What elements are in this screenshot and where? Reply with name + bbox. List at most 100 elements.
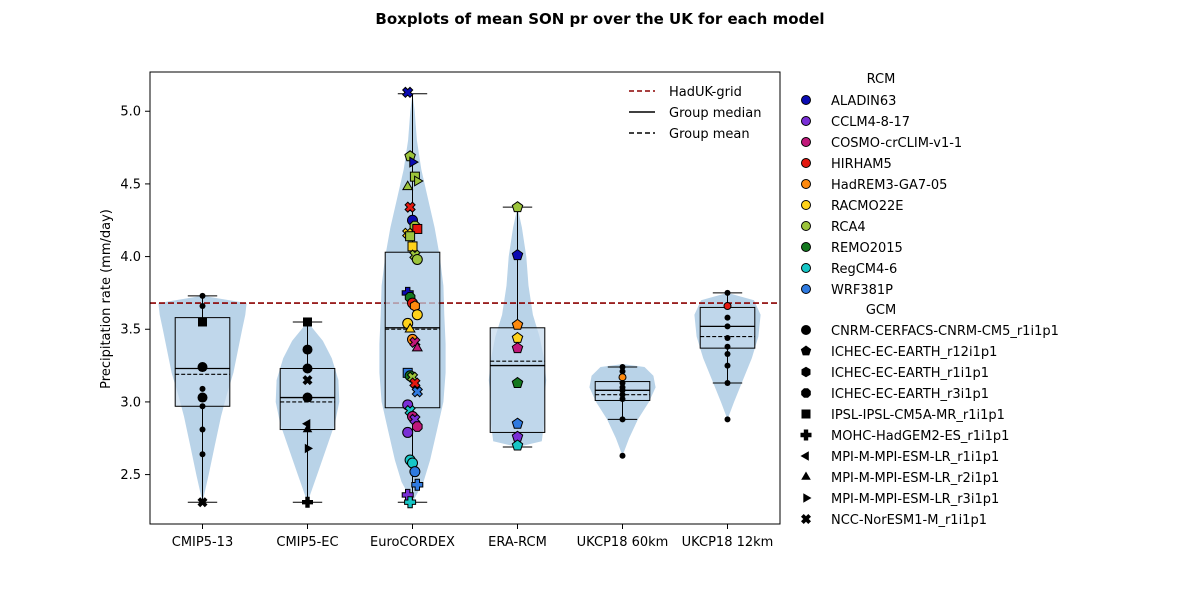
data-point xyxy=(197,362,208,373)
data-point xyxy=(724,350,731,357)
data-point xyxy=(402,180,414,191)
gcm-legend-marker xyxy=(801,409,811,419)
rcm-legend-label: CCLM4-8-17 xyxy=(831,115,910,130)
rcm-legend-marker xyxy=(801,158,811,168)
data-point xyxy=(302,344,313,355)
data-point xyxy=(199,451,206,458)
data-point xyxy=(404,201,416,213)
x-tick-label: EuroCORDEX xyxy=(370,535,455,550)
rcm-legend-marker xyxy=(801,179,811,189)
gcm-legend-marker xyxy=(800,345,812,356)
x-shape xyxy=(404,201,416,213)
data-point xyxy=(411,478,424,491)
points-0 xyxy=(197,292,208,508)
data-point xyxy=(511,318,524,330)
data-point xyxy=(619,368,626,375)
gcm-legend-marker xyxy=(801,388,811,398)
rcm-legend-label: ALADIN63 xyxy=(831,94,896,109)
data-point xyxy=(302,392,313,403)
data-point xyxy=(724,343,731,350)
gcm-legend-title: GCM xyxy=(866,303,896,318)
rcm-legend-label: HadREM3-GA7-05 xyxy=(831,178,947,193)
rcm-legend-title: RCM xyxy=(867,72,896,87)
x-shape xyxy=(411,386,424,398)
data-point xyxy=(302,424,313,433)
data-point xyxy=(412,223,423,234)
side-legend: RCM GCM ALADIN63 CCLM4-8-17 COSMO-crCLIM-v… xyxy=(800,72,1059,528)
data-point xyxy=(724,314,731,321)
data-point xyxy=(724,323,731,330)
data-point xyxy=(414,175,424,187)
data-point xyxy=(197,392,208,403)
gcm-legend-label: MPI-M-MPI-ESM-LR_r3i1p1 xyxy=(831,492,999,507)
gcm-legend-marker xyxy=(801,471,811,480)
plot-area: 2.5 3.0 3.5 4.0 4.5 5.0 CMIP5-13 CMIP5-EC EuroCO… xyxy=(120,71,781,550)
gcm-legend-marker xyxy=(801,325,811,335)
rcm-legend-marker xyxy=(801,116,811,126)
gcm-legend-label: MPI-M-MPI-ESM-LR_r1i1p1 xyxy=(831,450,999,465)
x-shape xyxy=(401,86,414,99)
data-point xyxy=(302,375,313,386)
data-point xyxy=(302,496,313,508)
data-point xyxy=(724,362,731,369)
gcm-legend-label: ICHEC-EC-EARTH_r12i1p1 xyxy=(831,345,997,360)
points-4 xyxy=(618,364,627,459)
data-point xyxy=(304,443,313,454)
gcm-legend-label: ICHEC-EC-EARTH_r1i1p1 xyxy=(831,366,989,381)
points-5 xyxy=(723,289,732,423)
rcm-legend-marker xyxy=(801,221,811,231)
data-point xyxy=(618,373,627,382)
rcm-legend-label: COSMO-crCLIM-v1-1 xyxy=(831,136,962,151)
data-point xyxy=(199,403,206,410)
y-tick-label: 3.0 xyxy=(120,395,141,410)
chart-title: Boxplots of mean SON pr over the UK for … xyxy=(375,10,824,28)
data-point xyxy=(404,322,416,333)
data-point xyxy=(619,387,626,394)
data-point xyxy=(723,301,732,310)
data-point xyxy=(619,452,626,459)
points-2 xyxy=(401,86,424,509)
data-point xyxy=(302,363,313,374)
data-point xyxy=(724,289,731,296)
rcm-legend-label: RegCM4-6 xyxy=(831,262,897,277)
gcm-legend-marker xyxy=(800,429,812,441)
rcm-legend-marker xyxy=(801,242,811,252)
data-point xyxy=(619,396,626,403)
data-point xyxy=(619,416,626,423)
data-point xyxy=(199,385,206,392)
data-point xyxy=(411,253,423,265)
rcm-legend-marker xyxy=(801,200,811,210)
x-shape xyxy=(302,375,313,386)
rcm-legend-marker xyxy=(801,137,811,147)
data-point xyxy=(409,466,421,478)
data-point xyxy=(511,376,524,388)
x-shape xyxy=(197,497,208,508)
x-tick-label: UKCP18 60km xyxy=(577,535,669,550)
data-point xyxy=(411,341,423,352)
rcm-legend-label: WRF381P xyxy=(831,283,893,298)
x-shape xyxy=(409,377,421,389)
rcm-legend-marker xyxy=(801,284,811,294)
legend-line-label: Group mean xyxy=(669,127,750,142)
y-axis-label: Precipitation rate (mm/day) xyxy=(99,209,114,389)
y-tick-label: 4.0 xyxy=(120,250,141,265)
y-tick-label: 3.5 xyxy=(120,323,141,338)
data-point xyxy=(724,416,731,423)
rcm-legend-label: REMO2015 xyxy=(831,241,903,256)
data-point xyxy=(405,231,416,242)
x-tick-label: CMIP5-EC xyxy=(276,535,338,550)
gcm-legend-label: NCC-NorESM1-M_r1i1p1 xyxy=(831,513,987,528)
points-1 xyxy=(302,317,313,508)
rcm-legend-label: RACMO22E xyxy=(831,199,903,214)
data-point xyxy=(619,391,626,398)
points-3 xyxy=(511,201,524,451)
data-point xyxy=(197,497,208,508)
data-point xyxy=(619,380,626,387)
data-point xyxy=(402,426,414,438)
gcm-legend-label: MPI-M-MPI-ESM-LR_r2i1p1 xyxy=(831,471,999,486)
data-point xyxy=(411,309,423,321)
data-point xyxy=(724,380,731,387)
data-point xyxy=(511,439,524,451)
x-tick-label: UKCP18 12km xyxy=(682,535,774,550)
